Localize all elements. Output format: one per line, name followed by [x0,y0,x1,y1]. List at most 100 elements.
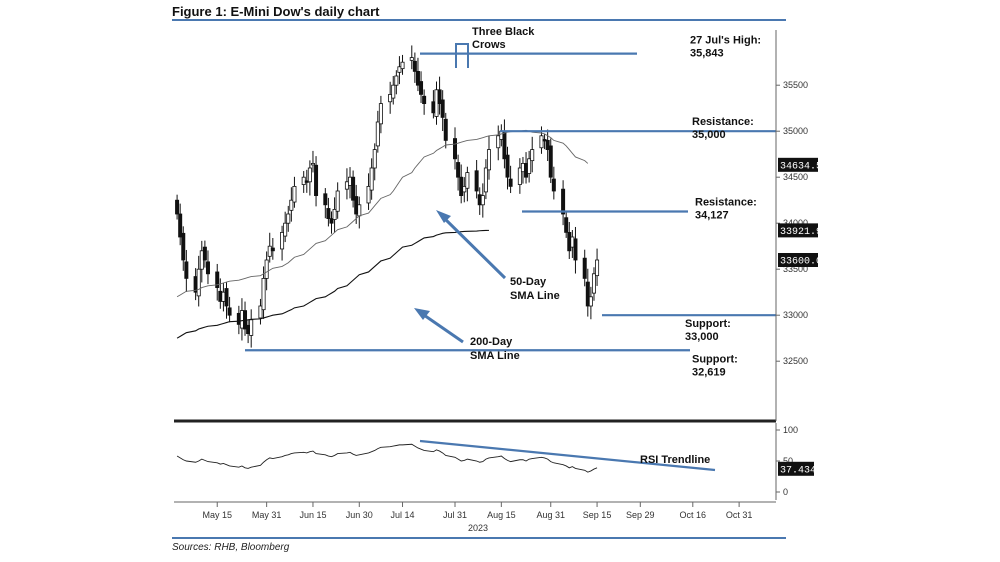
price-tick-label: 32500 [783,356,808,366]
price-tag-box [778,223,818,238]
candle-body [227,307,232,316]
price-tick-label: 34000 [783,218,808,228]
candle-body [323,193,328,206]
date-tick-label: Sep 15 [583,510,612,520]
price-tag-label: 33921.99 [780,227,828,238]
candle-body [375,121,380,147]
price-tick-label: 35500 [783,80,808,90]
candle-body [351,176,356,201]
candle-body [548,145,553,178]
figure-title: Figure 1: E-Mini Dow's daily chart [172,4,380,19]
price-tick-label: 35000 [783,126,808,136]
levels-layer: 27 Jul's High:35,843Resistance:35,000Res… [245,35,776,378]
top-rule [172,19,786,21]
candle-body [310,162,315,166]
candle-body [326,208,331,219]
date-tick-label: Aug 31 [536,510,565,520]
sma200-label: 200-Day [470,336,513,348]
date-tick-label: Jun 30 [346,510,373,520]
price-tick-label: 33000 [783,310,808,320]
candle-body [422,95,427,104]
level-value: 33,000 [685,331,719,343]
candle-body [465,172,470,189]
rsi-tag-box [778,461,814,476]
candle-body [456,162,461,178]
candle-body [588,296,593,307]
candle-body [585,281,590,307]
candle-body [561,188,566,215]
candle-body [595,259,600,277]
date-tick-label: Oct 31 [726,510,753,520]
candle-body [437,89,442,105]
candle-body [483,167,488,193]
candle-body [551,178,556,192]
candle-body [314,164,319,197]
level-label: Support: [692,353,738,365]
sma200-line [176,229,490,339]
candle-body [474,170,479,192]
rsi-trendline-label: RSI Trendline [640,454,710,466]
candle-body [196,268,201,297]
candle-body [184,261,189,279]
level-value: 35,000 [692,129,726,141]
candle-body [267,245,272,257]
sma200-arrowhead [414,308,430,320]
rsi-tick-label: 50 [783,456,793,466]
candle-body [545,139,550,150]
date-tick-label: Sep 29 [626,510,655,520]
sma50-label: SMA Line [510,290,560,302]
date-tick-label: Jun 15 [299,510,326,520]
price-tick-label: 33500 [783,264,808,274]
candle-body [480,195,485,206]
candle-body [175,199,180,215]
candle-body [280,231,285,250]
candle-body [366,185,371,204]
rsi-line [176,443,598,473]
candle-body [453,138,458,160]
candle-body [292,185,297,203]
candle-body [517,167,522,185]
candle-body [202,246,207,261]
candle-body [462,185,467,193]
level-value: 32,619 [692,366,726,378]
level-value: 35,843 [690,48,724,60]
sma50-arrow [439,213,507,280]
candle-body [369,167,374,191]
rsi-trendline [419,439,716,472]
candle-body [205,261,210,275]
price-tag-label: 34634.55 [780,161,828,172]
sma50-label: 50-Day [510,276,547,288]
candle-body [419,81,424,95]
date-tick-label: Jul 31 [443,510,467,520]
price-tick-label: 34500 [783,172,808,182]
candle-body [391,84,396,99]
candle-body [270,247,275,252]
candle-body [527,158,532,174]
candle-body [443,118,448,141]
three-black-crows-label: Three Black [472,26,535,38]
candle-body [283,222,288,237]
candle-body [178,213,183,238]
date-tick-label: Oct 16 [680,510,707,520]
price-tag-box [778,253,818,267]
candle-body [378,103,383,125]
sma200-arrow [420,311,464,344]
candle-body [502,130,507,160]
candle-body [181,232,186,261]
level-label: 27 Jul's High: [690,35,761,47]
bottom-rule [172,537,786,539]
sma50-arrowhead [436,210,451,223]
candle-body [329,218,334,224]
rsi-tick-label: 0 [783,487,788,497]
candle-body [335,190,340,212]
rsi-tick-label: 100 [783,425,798,435]
date-tick-label: Aug 15 [487,510,516,520]
candle-body [258,305,263,319]
date-tick-label: Jul 14 [391,510,415,520]
candle-body [286,213,291,224]
candle-body [582,257,587,279]
candle-body [573,238,578,261]
candle-body [307,167,312,183]
